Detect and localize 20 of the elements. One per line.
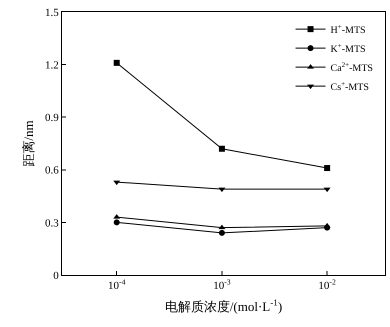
y-tick-label: 1.5	[45, 6, 60, 19]
legend-label: K$^{+}$-MTS	[330, 42, 366, 56]
x-tick-label: 10$^{-4}$	[108, 278, 126, 292]
legend-label: Ca$^{2+}$-MTS	[330, 60, 374, 74]
y-tick-label: 0	[53, 270, 60, 282]
x-tick-label: 10$^{-3}$	[213, 278, 231, 292]
x-tick-label: 10$^{-2}$	[318, 278, 336, 292]
point	[324, 165, 330, 172]
y-axis-title: 距离/nm	[21, 120, 36, 167]
point	[114, 219, 120, 226]
y-tick-label: 0.9	[45, 112, 60, 124]
y-tick-label: 1.2	[45, 59, 59, 72]
point	[218, 146, 225, 152]
legend-label: H$^{+}$-MTS	[330, 22, 366, 36]
y-tick-label: 0.3	[45, 217, 60, 230]
x-axis-title: 电解质浓度/(mol·L$^{-1}$)	[164, 297, 282, 314]
y-tick-label: 0.6	[45, 164, 60, 177]
point	[114, 60, 120, 66]
point	[218, 230, 225, 236]
legend-label: Cs$^{+}$-MTS	[330, 80, 369, 94]
